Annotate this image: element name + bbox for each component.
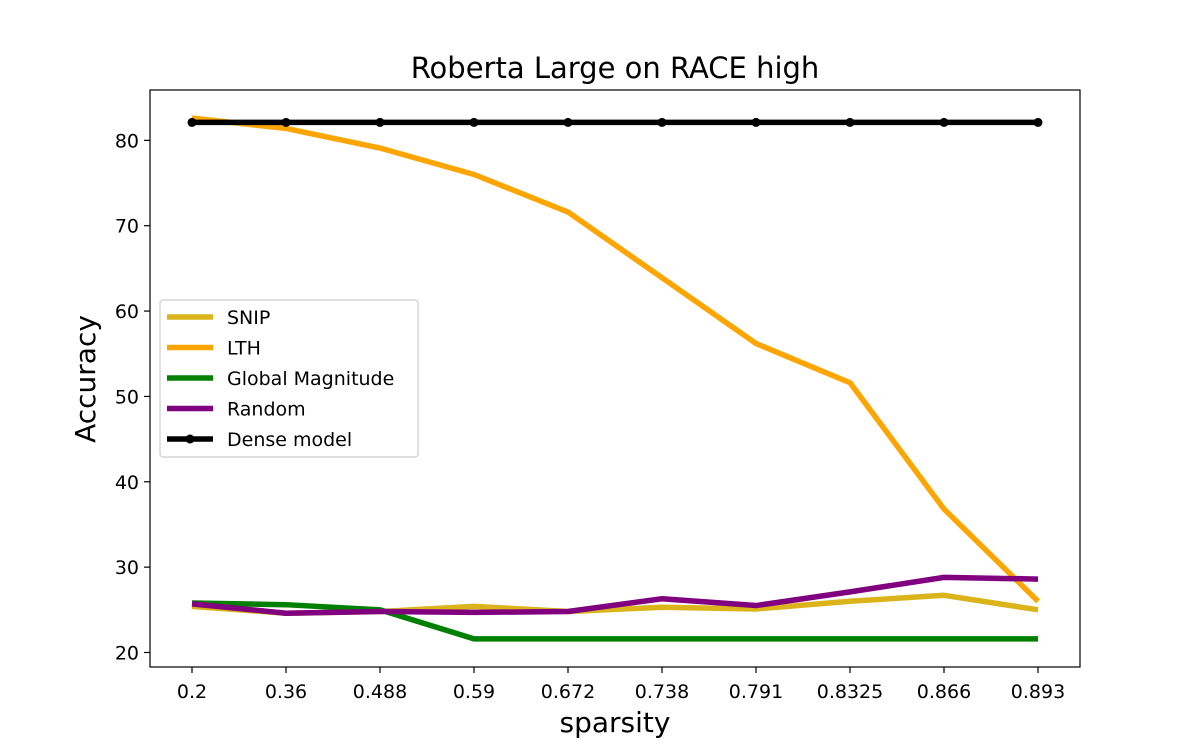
y-tick-label: 80 (115, 130, 139, 152)
y-tick-label: 70 (115, 216, 139, 238)
x-tick-label: 0.2 (177, 681, 207, 703)
legend-box (159, 299, 419, 458)
legend-label-snip: SNIP (227, 307, 270, 329)
series-point-dense-model (375, 117, 385, 127)
legend-marker-dense-model (185, 434, 195, 444)
series-line-lth (191, 115, 1040, 604)
x-tick-label: 0.893 (1011, 681, 1065, 703)
chart-title: Roberta Large on RACE high (411, 51, 820, 85)
x-tick-label: 0.8325 (817, 681, 883, 703)
series-point-dense-model (939, 117, 949, 127)
legend-label-dense-model: Dense model (227, 429, 352, 451)
legend-label-random: Random (227, 399, 306, 421)
series-point-dense-model (281, 117, 291, 127)
x-tick-label: 0.738 (635, 681, 689, 703)
series-point-dense-model (1033, 117, 1043, 127)
x-tick-label: 0.866 (917, 681, 971, 703)
series-point-dense-model (563, 117, 573, 127)
x-tick-label: 0.59 (453, 681, 495, 703)
y-tick-label: 30 (115, 557, 139, 579)
y-tick-label: 20 (115, 642, 139, 664)
x-tick-label: 0.36 (265, 681, 307, 703)
legend-label-global-magnitude: Global Magnitude (227, 368, 394, 390)
series-line-random (191, 574, 1039, 616)
plot-area: 0.2 0.36 0.488 0.59 0.672 0.738 0.791 0.8325 0.8… (115, 89, 1081, 703)
plot-frame (149, 89, 1081, 668)
series-point-dense-model (187, 117, 197, 127)
legend: SNIP LTH Global Magnitude Random Dense model (159, 299, 419, 458)
series-point-dense-model (469, 117, 479, 127)
series-point-dense-model (751, 117, 761, 127)
x-tick-label: 0.791 (729, 681, 783, 703)
series-line-global-magnitude (191, 600, 1038, 642)
series-point-dense-model (657, 117, 667, 127)
y-tick-label: 40 (115, 472, 139, 494)
legend-label-lth: LTH (227, 338, 261, 360)
x-tick-label: 0.488 (353, 681, 407, 703)
y-tick-label: 50 (115, 386, 139, 408)
x-axis-label: sparsity (560, 706, 671, 739)
series-point-dense-model (845, 117, 855, 127)
y-tick-label: 60 (115, 301, 139, 323)
y-axis-label: Accuracy (69, 315, 102, 443)
x-tick-label: 0.672 (541, 681, 595, 703)
